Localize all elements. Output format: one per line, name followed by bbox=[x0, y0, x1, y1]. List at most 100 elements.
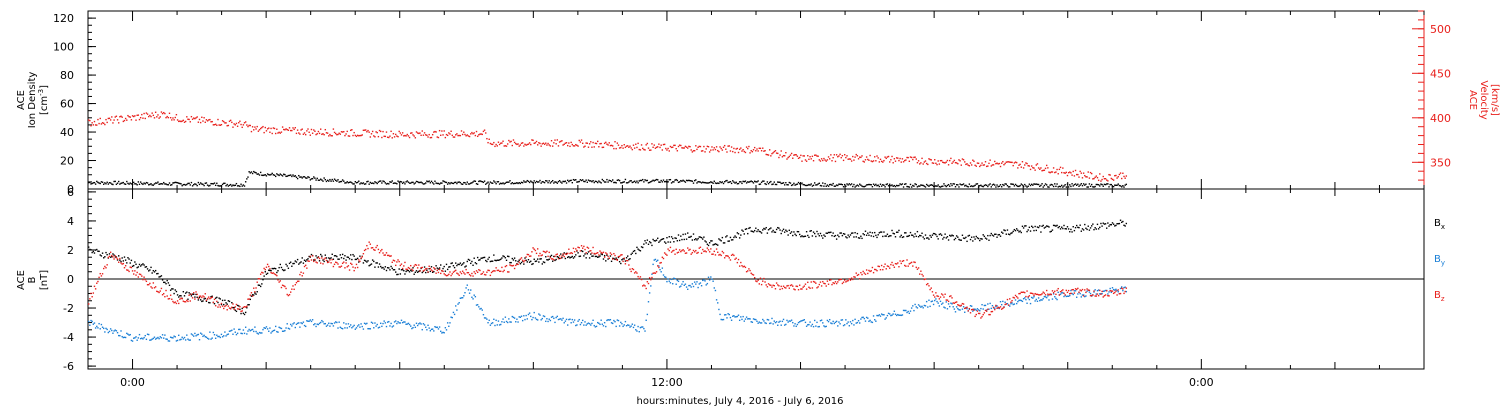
data-point bbox=[913, 309, 915, 312]
data-point bbox=[319, 253, 322, 256]
data-point bbox=[786, 158, 788, 160]
data-point bbox=[547, 320, 549, 323]
data-point bbox=[470, 275, 472, 277]
data-point bbox=[164, 281, 166, 284]
data-point bbox=[328, 135, 330, 137]
data-point bbox=[890, 159, 892, 161]
data-point bbox=[959, 239, 961, 241]
data-point bbox=[536, 181, 539, 183]
data-point bbox=[714, 243, 717, 245]
data-point bbox=[263, 131, 265, 134]
data-point bbox=[998, 233, 1001, 236]
data-point bbox=[258, 331, 261, 334]
data-point bbox=[554, 321, 556, 324]
data-point bbox=[467, 183, 470, 185]
data-point bbox=[302, 176, 305, 178]
ion-density-label-line1: ACE bbox=[16, 90, 27, 110]
data-point bbox=[505, 259, 508, 261]
data-point bbox=[196, 116, 198, 118]
data-point bbox=[390, 255, 392, 257]
data-point bbox=[159, 336, 161, 338]
data-point bbox=[648, 149, 651, 151]
data-point bbox=[229, 183, 232, 186]
data-point bbox=[1047, 167, 1049, 169]
data-point bbox=[606, 254, 608, 256]
data-point bbox=[389, 269, 391, 271]
data-point bbox=[558, 141, 561, 143]
data-point bbox=[1123, 175, 1125, 178]
data-point bbox=[361, 325, 363, 328]
data-point bbox=[545, 320, 547, 323]
data-point bbox=[895, 263, 898, 265]
data-point bbox=[950, 235, 952, 237]
data-point bbox=[683, 147, 685, 149]
data-point bbox=[925, 283, 928, 286]
data-point bbox=[562, 144, 564, 146]
data-point bbox=[307, 258, 309, 260]
data-point bbox=[310, 128, 313, 131]
data-point bbox=[515, 264, 517, 267]
data-point bbox=[886, 265, 889, 267]
data-point bbox=[546, 180, 548, 182]
data-point bbox=[216, 124, 218, 127]
data-point bbox=[419, 322, 421, 324]
data-point bbox=[1034, 292, 1036, 295]
data-point bbox=[957, 184, 959, 186]
data-point bbox=[109, 256, 112, 258]
data-point bbox=[535, 260, 538, 262]
data-point bbox=[407, 135, 410, 137]
data-point bbox=[515, 321, 517, 323]
data-point bbox=[1086, 288, 1088, 290]
data-point bbox=[466, 134, 468, 136]
data-point bbox=[1088, 291, 1091, 293]
data-point bbox=[856, 155, 859, 157]
data-point bbox=[951, 303, 953, 305]
data-point bbox=[333, 178, 336, 180]
data-point bbox=[490, 260, 493, 262]
data-point bbox=[232, 306, 234, 309]
data-point bbox=[945, 161, 947, 163]
data-point bbox=[315, 261, 317, 263]
data-point bbox=[254, 126, 256, 128]
data-point bbox=[257, 284, 260, 286]
data-point bbox=[326, 179, 329, 182]
data-point bbox=[1024, 183, 1026, 186]
data-point bbox=[931, 300, 934, 302]
data-point bbox=[968, 234, 971, 237]
velocity-tick-label: 400 bbox=[1430, 112, 1451, 125]
data-point bbox=[714, 289, 717, 292]
data-point bbox=[570, 252, 572, 254]
data-point bbox=[884, 318, 886, 320]
data-point bbox=[936, 300, 938, 303]
data-point bbox=[741, 150, 743, 152]
data-point bbox=[1125, 183, 1128, 186]
data-point bbox=[520, 181, 523, 184]
data-point bbox=[771, 152, 773, 155]
data-point bbox=[179, 120, 181, 122]
data-point bbox=[253, 287, 255, 289]
data-point bbox=[446, 134, 449, 137]
data-point bbox=[752, 318, 755, 320]
data-point bbox=[740, 181, 742, 183]
data-point bbox=[706, 247, 709, 249]
data-point bbox=[1027, 229, 1029, 231]
data-point bbox=[341, 131, 344, 133]
data-point bbox=[822, 182, 824, 184]
data-point bbox=[259, 332, 262, 334]
data-point bbox=[639, 149, 642, 151]
data-point bbox=[503, 255, 505, 258]
data-point bbox=[367, 129, 369, 132]
data-point bbox=[540, 145, 542, 147]
data-point bbox=[491, 260, 494, 262]
data-point bbox=[616, 142, 619, 144]
data-point bbox=[450, 274, 452, 277]
data-point bbox=[434, 268, 436, 270]
data-point bbox=[991, 184, 994, 186]
data-point bbox=[924, 160, 927, 162]
data-point bbox=[289, 174, 292, 176]
data-point bbox=[509, 264, 511, 266]
data-point bbox=[1010, 232, 1012, 235]
data-point bbox=[884, 186, 886, 188]
data-point bbox=[1006, 302, 1009, 305]
data-point bbox=[304, 325, 307, 328]
